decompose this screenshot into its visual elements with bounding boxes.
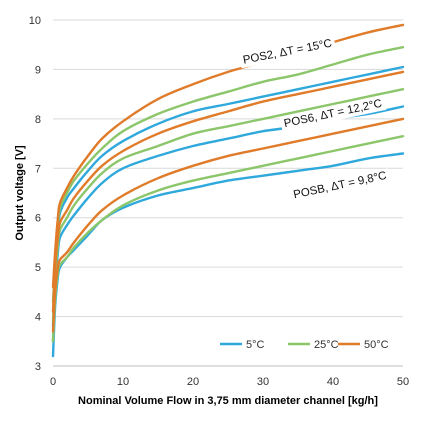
x-tick-label: 10 (117, 376, 129, 388)
y-tick-label: 4 (35, 312, 41, 324)
y-tick-label: 10 (29, 15, 41, 27)
series-line-posb-50-c (51, 117, 405, 333)
y-tick-labels: 3 4 5 6 7 8 9 10 (29, 15, 41, 373)
x-tick-labels: 0 10 20 30 40 50 (50, 376, 409, 388)
legend: 5°C 25°C 50°C (220, 339, 389, 351)
y-tick-label: 7 (35, 163, 41, 175)
x-axis-title: Nominal Volume Flow in 3,75 mm diameter … (78, 395, 378, 407)
y-tick-label: 9 (35, 64, 41, 76)
x-tick-label: 50 (397, 376, 409, 388)
annotation-background (279, 96, 387, 132)
x-tick-label: 40 (327, 376, 339, 388)
y-tick-label: 5 (35, 262, 41, 274)
series-line-pos6-50-c (51, 70, 405, 313)
annotation-background (289, 168, 391, 203)
legend-label-5-c: 5°C (246, 339, 265, 351)
legend-label-50-c: 50°C (364, 339, 389, 351)
y-tick-label: 3 (35, 361, 41, 373)
annotation-background (238, 36, 337, 69)
x-tick-label: 0 (50, 376, 56, 388)
y-tick-label: 6 (35, 213, 41, 225)
x-tick-label: 20 (187, 376, 199, 388)
y-axis-title: Output voltage [V] (14, 145, 26, 241)
x-tick-label: 30 (257, 376, 269, 388)
legend-label-25-c: 25°C (314, 339, 339, 351)
gridlines (53, 19, 403, 318)
y-tick-label: 8 (35, 114, 41, 126)
